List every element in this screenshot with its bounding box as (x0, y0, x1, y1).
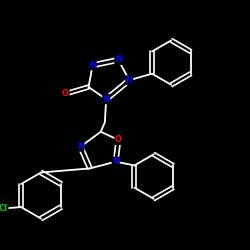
Text: N: N (112, 157, 119, 166)
Text: N: N (103, 95, 110, 104)
Text: O: O (115, 136, 122, 144)
Text: Cl: Cl (0, 204, 8, 213)
Text: N: N (89, 61, 96, 70)
Text: N: N (115, 55, 122, 64)
Text: O: O (62, 89, 69, 98)
Text: N: N (126, 76, 133, 85)
Text: N: N (77, 142, 84, 151)
